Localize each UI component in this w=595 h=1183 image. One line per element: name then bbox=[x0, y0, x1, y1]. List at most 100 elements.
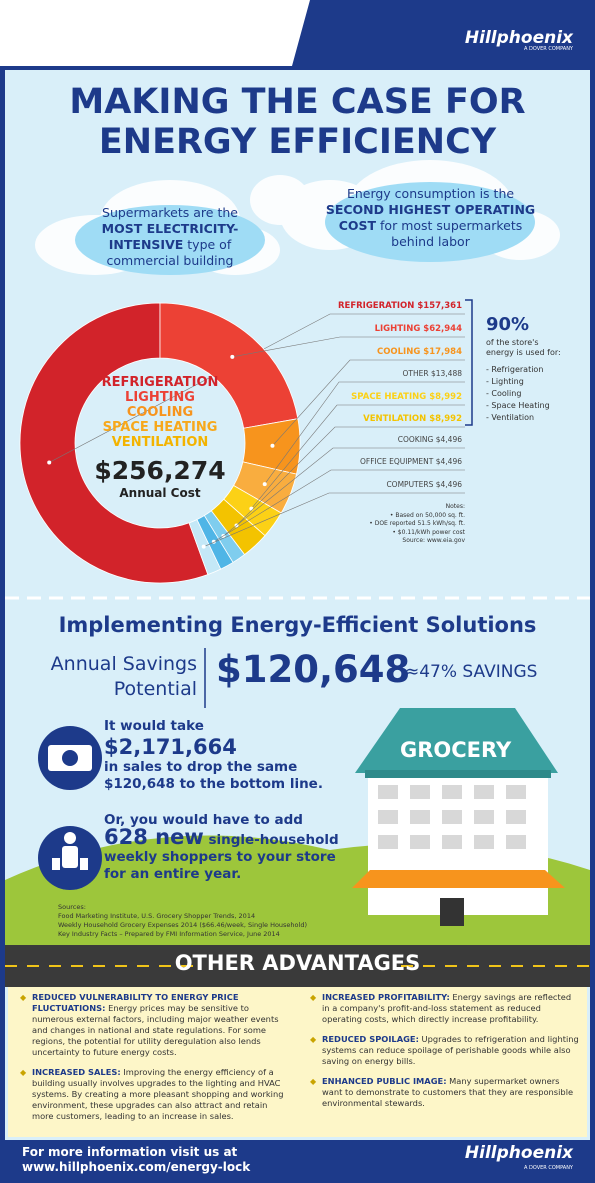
notes: Notes: • Based on 50,000 sq. ft. • DOE rep… bbox=[369, 503, 465, 546]
fact: It would take $2,171,664 in sales to drop … bbox=[104, 718, 354, 793]
slice-label: COOLING $17,984 bbox=[377, 347, 462, 357]
advantages-col: INCREASED PROFITABILITY: Energy savings … bbox=[310, 992, 580, 1118]
fact: Or, you would have to add 628 new single-… bbox=[104, 812, 354, 883]
text: 628 new bbox=[104, 825, 204, 849]
slice-label: SPACE HEATING $8,992 bbox=[351, 392, 462, 402]
advantage: ENHANCED PUBLIC IMAGE: Many supermarket … bbox=[310, 1076, 580, 1109]
slice-value: $157,361 bbox=[417, 301, 462, 311]
tagline: A DOVER COMPANY bbox=[523, 46, 573, 52]
slice-value: $8,992 bbox=[429, 392, 462, 402]
note: • $0.11/kWh power cost bbox=[392, 528, 465, 536]
slice-name: OFFICE EQUIPMENT bbox=[360, 457, 434, 466]
total: $256,274 bbox=[94, 456, 226, 485]
slice-name: COMPUTERS bbox=[386, 480, 433, 489]
slice-value: $4,496 bbox=[436, 457, 462, 466]
footer-brand: Hillphoenix bbox=[464, 1143, 573, 1163]
leader-dot bbox=[230, 354, 235, 359]
advantage-text: Upgrades to refrigeration and lighting s… bbox=[322, 1034, 579, 1066]
share-list: - Refrigeration - Lighting - Cooling - Spac… bbox=[486, 364, 550, 424]
bracket bbox=[465, 299, 473, 426]
advantage-text: Energy savings are reflected in a compan… bbox=[322, 992, 572, 1024]
slice-value: $4,496 bbox=[436, 435, 462, 444]
donut-chart: REFRIGERATION $157,361 LIGHTING $62,944 CO… bbox=[19, 301, 465, 584]
sources: Sources: Food Marketing Institute, U.S. G… bbox=[58, 903, 307, 939]
grocery-sign: GROCERY bbox=[400, 738, 512, 762]
center-label: SPACE HEATING bbox=[102, 420, 218, 435]
callout: Energy consumption is the SECOND HIGHEST… bbox=[318, 186, 543, 250]
slice-label: OFFICE EQUIPMENT $4,496 bbox=[360, 457, 462, 466]
footer-tagline: A DOVER COMPANY bbox=[523, 1165, 573, 1171]
center-label: VENTILATION bbox=[111, 435, 209, 450]
leader-line bbox=[232, 336, 465, 358]
share: 90% bbox=[486, 314, 530, 335]
savings-percent: ≈47% SAVINGS bbox=[405, 662, 538, 682]
leader-dot bbox=[201, 544, 206, 549]
sources-title: Sources: bbox=[58, 903, 86, 911]
center-label: REFRIGERATION bbox=[101, 375, 219, 390]
advantage: REDUCED VULNERABILITY TO ENERGY PRICE FL… bbox=[20, 992, 290, 1058]
title-line: MAKING THE CASE FOR bbox=[69, 82, 526, 122]
share-item: - Space Heating bbox=[486, 401, 550, 410]
share-item: - Ventilation bbox=[486, 413, 535, 422]
leader-line bbox=[236, 426, 465, 526]
notes-title: Notes: bbox=[445, 503, 465, 510]
advantage-heading: ENHANCED PUBLIC IMAGE: bbox=[322, 1076, 447, 1086]
text: Or, you would have to add bbox=[104, 812, 303, 828]
slice-name: COOLING bbox=[377, 347, 420, 357]
text: type of commercial building bbox=[106, 237, 234, 268]
source: Weekly Household Grocery Expenses 2014 (… bbox=[58, 921, 307, 929]
text: Potential bbox=[113, 678, 197, 700]
text: single-household weekly shoppers to your… bbox=[104, 832, 339, 882]
text: www.hillphoenix.com/energy-lock bbox=[22, 1160, 251, 1174]
text: Annual Savings bbox=[50, 653, 197, 675]
advantage-heading: INCREASED SALES: bbox=[32, 1067, 121, 1077]
text: Supermarkets are the bbox=[102, 205, 238, 220]
grocery-building bbox=[352, 708, 565, 926]
center-label: LIGHTING bbox=[125, 390, 195, 405]
note: Source: www.eia.gov bbox=[402, 537, 465, 544]
solutions-heading: Implementing Energy-Efficient Solutions bbox=[58, 613, 537, 637]
slice-label: REFRIGERATION $157,361 bbox=[338, 301, 462, 311]
slice-name: OTHER bbox=[403, 369, 429, 378]
savings: $120,648 bbox=[216, 648, 411, 691]
slice-label: VENTILATION $8,992 bbox=[363, 414, 462, 424]
leader-line bbox=[203, 492, 465, 547]
slice-label: COOKING $4,496 bbox=[398, 435, 462, 444]
slice-value: $62,944 bbox=[423, 324, 462, 334]
cloud-fill bbox=[75, 182, 535, 275]
share-caption: of the store's energy is used for: bbox=[486, 338, 561, 357]
footer-text: For more information visit us at www.hill… bbox=[22, 1145, 250, 1175]
advantage-heading: REDUCED SPOILAGE: bbox=[322, 1034, 419, 1044]
title-line: ENERGY EFFICIENCY bbox=[98, 122, 497, 162]
slice-label: OTHER $13,488 bbox=[403, 369, 463, 378]
share-item: - Refrigeration bbox=[486, 365, 544, 374]
leader-dot bbox=[262, 482, 267, 487]
slice-value: $4,496 bbox=[436, 480, 462, 489]
text: SECOND HIGHEST OPERATING COST bbox=[325, 202, 536, 233]
title: MAKING THE CASE FOR ENERGY EFFICIENCY bbox=[0, 82, 595, 162]
slice-name: VENTILATION bbox=[363, 414, 426, 424]
share-item: - Cooling bbox=[486, 389, 522, 398]
callout: Supermarkets are the MOST ELECTRICITY-IN… bbox=[80, 205, 260, 269]
slice-name: SPACE HEATING bbox=[351, 392, 426, 402]
slice-value: $17,984 bbox=[423, 347, 462, 357]
share-item: - Lighting bbox=[486, 377, 524, 386]
brand: Hillphoenix bbox=[464, 28, 573, 48]
advantage: REDUCED SPOILAGE: Upgrades to refrigerat… bbox=[310, 1034, 580, 1067]
advantages-title: OTHER ADVANTAGES bbox=[174, 951, 421, 975]
center-label: COOLING bbox=[126, 405, 194, 420]
advantage-heading: REDUCED VULNERABILITY TO ENERGY PRICE FL… bbox=[32, 992, 239, 1013]
text: MOST ELECTRICITY-INTENSIVE bbox=[101, 221, 239, 252]
advantage-text: Many supermarket owners want to demonstr… bbox=[322, 1076, 574, 1108]
source: Food Marketing Institute, U.S. Grocery S… bbox=[58, 912, 256, 920]
advantage: INCREASED SALES: Improving the energy ef… bbox=[20, 1067, 290, 1122]
advantage-text: Energy prices may be sensitive to numero… bbox=[32, 1003, 279, 1057]
slice-value: $13,488 bbox=[431, 369, 462, 378]
total-caption: Annual Cost bbox=[119, 486, 201, 500]
leader-line bbox=[272, 359, 465, 447]
text: It would take bbox=[104, 718, 204, 734]
leader-line bbox=[213, 469, 465, 543]
leader-dot bbox=[249, 506, 254, 511]
advantage-heading: INCREASED PROFITABILITY: bbox=[322, 992, 450, 1002]
